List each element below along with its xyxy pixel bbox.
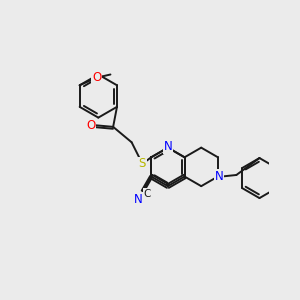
Text: N: N (134, 193, 142, 206)
Text: C: C (143, 188, 150, 199)
Text: S: S (139, 157, 146, 170)
Text: O: O (92, 71, 101, 84)
Text: N: N (215, 170, 224, 183)
Text: N: N (164, 140, 172, 153)
Text: O: O (86, 119, 95, 132)
